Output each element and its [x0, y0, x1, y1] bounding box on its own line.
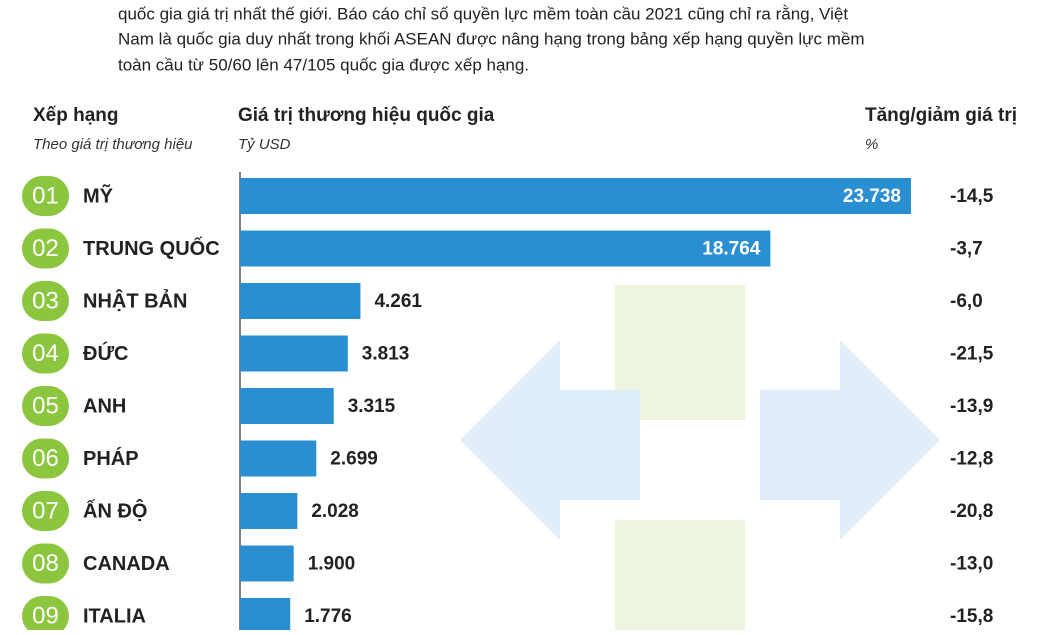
bar: [240, 283, 361, 319]
change-label: -21,5: [950, 344, 994, 365]
value-label: 2.699: [330, 449, 378, 470]
change-label: -20,8: [950, 501, 993, 522]
rank-badge: [22, 333, 69, 374]
bar: [240, 545, 294, 582]
change-label: -6,0: [950, 291, 983, 312]
rank: 07: [32, 497, 59, 524]
subheader: Theo giá trị thương hiệu: [33, 136, 193, 153]
rank: 06: [32, 445, 59, 472]
category-label: TRUNG QUỐC: [83, 236, 220, 260]
rank-badge: [22, 438, 69, 479]
change-label: -14,5: [950, 186, 994, 207]
intro-line: Nam là quốc gia duy nhất trong khối ASEA…: [118, 29, 864, 48]
category-label: PHÁP: [83, 447, 139, 470]
value-label: 3.315: [348, 396, 396, 417]
bar: [240, 493, 298, 529]
rank: 05: [32, 392, 59, 419]
category-label: ANH: [83, 395, 126, 417]
bar: [240, 440, 317, 477]
value-label: 1.776: [304, 606, 352, 627]
rank-badge: [22, 543, 69, 584]
bar: [240, 598, 291, 634]
change-label: -12,8: [950, 449, 993, 470]
category-label: ĐỨC: [83, 341, 128, 365]
category-label: ẤN ĐỘ: [83, 498, 147, 522]
rank-badge: [22, 596, 69, 635]
bar: [240, 388, 334, 424]
value-label: 4.261: [374, 291, 422, 312]
value-label: 18.764: [702, 239, 761, 260]
watermark: [460, 285, 940, 630]
rank: 03: [32, 287, 59, 314]
category-label: CANADA: [83, 553, 170, 575]
value-label: 23.738: [843, 186, 901, 207]
rank: 09: [32, 602, 59, 629]
value-label: 1.900: [308, 554, 356, 575]
subheader: %: [865, 136, 878, 153]
change-label: -13,9: [950, 396, 993, 417]
change-label: -13,0: [950, 554, 993, 575]
bar: [240, 335, 348, 372]
header: Tăng/giảm giá trị: [865, 105, 1017, 126]
header: Giá trị thương hiệu quốc gia: [238, 105, 495, 126]
value-label: 2.028: [311, 501, 359, 522]
rank-badge: [22, 228, 69, 269]
intro-line: toàn cầu từ 50/60 lên 47/105 quốc gia đư…: [118, 55, 529, 74]
rank-badge: [22, 281, 69, 321]
rank: 01: [32, 182, 59, 209]
rank-badge: [22, 176, 69, 216]
rank: 04: [32, 340, 59, 367]
change-label: -3,7: [950, 239, 983, 260]
change-label: -15,8: [950, 606, 993, 627]
rank-badge: [22, 386, 69, 426]
category-label: MỸ: [83, 184, 114, 207]
rank: 08: [32, 550, 59, 577]
header: Xếp hạng: [33, 105, 119, 126]
rank-badge: [22, 491, 69, 531]
value-label: 3.813: [362, 344, 410, 365]
bar: [240, 178, 911, 214]
subheader: Tỷ USD: [238, 136, 291, 153]
category-label: NHẬT BẢN: [83, 288, 187, 312]
rank: 02: [32, 235, 59, 262]
category-label: ITALIA: [83, 605, 146, 627]
intro-line: quốc gia giá trị nhất thế giới. Báo cáo …: [118, 4, 848, 23]
bar: [240, 230, 771, 267]
